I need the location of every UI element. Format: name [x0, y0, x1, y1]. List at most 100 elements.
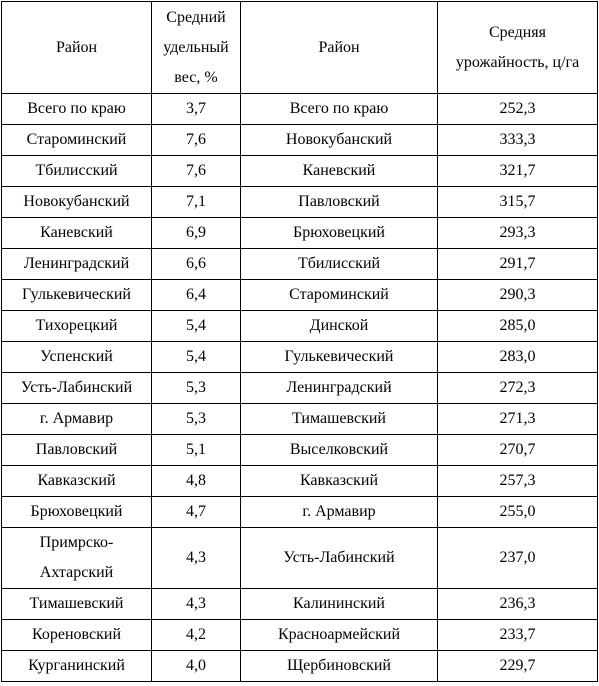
table-cell: 5,4: [151, 341, 241, 373]
cell-text: Примрско-Ахтарский: [39, 534, 114, 581]
cell-text: Новокубанский: [285, 131, 393, 148]
cell-text: 4,3: [186, 549, 206, 566]
cell-text: 229,7: [499, 657, 536, 674]
table-cell: Кавказский: [1, 465, 152, 497]
table-row: Кавказский 4,8 Кавказский 257,3: [1, 465, 598, 497]
cell-text: 255,0: [499, 503, 536, 520]
cell-text: 5,4: [186, 317, 206, 334]
cell-text: Кореновский: [32, 626, 121, 643]
table-cell: г. Армавир: [1, 403, 152, 435]
header-cell: Район: [1, 1, 152, 94]
cell-text: 4,0: [186, 657, 206, 674]
cell-text: Брюховецкий: [30, 503, 123, 520]
cell-text: 4,2: [186, 626, 206, 643]
cell-text: 5,3: [186, 410, 206, 427]
cell-text: 5,4: [186, 348, 206, 365]
cell-text: Тбилисский: [297, 255, 381, 272]
table-cell: 236,3: [437, 588, 598, 620]
table-cell: Тихорецкий: [1, 310, 152, 342]
cell-text: Тбилисский: [35, 162, 118, 179]
cell-text: 4,8: [186, 472, 206, 489]
table-row: Тимашевский 4,3 Калининский 236,3: [1, 588, 598, 620]
table-cell: Новокубанский: [1, 186, 152, 218]
cell-text: 5,3: [186, 379, 206, 396]
table-row: Кореновский 4,2 Красноармейский 233,7: [1, 619, 598, 651]
table-cell: 229,7: [437, 650, 598, 682]
table-cell: 272,3: [437, 372, 598, 404]
cell-text: Брюховецкий: [293, 224, 385, 241]
cell-text: 236,3: [499, 595, 536, 612]
table-cell: 5,3: [151, 403, 241, 435]
cell-text: Гулькевичеcкий: [22, 286, 131, 303]
table-cell: 4,7: [151, 496, 241, 528]
table-cell: Гулькевичеcкий: [240, 341, 438, 373]
table-cell: 7,6: [151, 155, 241, 187]
cell-text: Ленинградский: [286, 379, 392, 396]
cell-text: 4,3: [186, 595, 206, 612]
table-row: Усть-Лабинский 5,3 Ленинградский 272,3: [1, 372, 598, 404]
cell-text: Всего по краю: [27, 100, 126, 117]
table-cell: Новокубанский: [240, 124, 438, 156]
table-row: Ленинградский 6,6 Тбилисский 291,7: [1, 248, 598, 280]
table-cell: 7,6: [151, 124, 241, 156]
cell-text: 270,7: [499, 441, 536, 458]
table-cell: 7,1: [151, 186, 241, 218]
cell-text: Успенский: [40, 348, 113, 365]
cell-text: 7,1: [186, 193, 206, 210]
cell-text: 6,6: [186, 255, 206, 272]
cell-text: 291,7: [499, 255, 536, 272]
cell-text: Каневский: [40, 224, 113, 241]
cell-text: Каневский: [302, 162, 376, 179]
table-row: Староминский 7,6 Новокубанский 333,3: [1, 124, 598, 156]
table-row: Брюховецкий 4,7 г. Армавир 255,0: [1, 496, 598, 528]
cell-text: Кавказский: [37, 472, 116, 489]
cell-text: 321,7: [499, 162, 536, 179]
cell-text: 272,3: [499, 379, 536, 396]
table-row: Курганинский 4,0 Щербиновский 229,7: [1, 650, 598, 682]
cell-text: Гулькевичеcкий: [284, 348, 394, 365]
table-cell: Павловский: [1, 434, 152, 466]
table-cell: 290,3: [437, 279, 598, 311]
table-cell: Примрско-Ахтарский: [1, 527, 152, 589]
table-cell: 271,3: [437, 403, 598, 435]
cell-text: 333,3: [499, 131, 536, 148]
table-cell: 291,7: [437, 248, 598, 280]
cell-text: Староминский: [26, 131, 127, 148]
table-cell: Ленинградский: [1, 248, 152, 280]
cell-text: Калининский: [293, 595, 385, 612]
cell-text: 6,4: [186, 286, 206, 303]
cell-text: Усть-Лабинский: [20, 379, 133, 396]
table-row: Примрско-Ахтарский 4,3 Усть-Лабинский 237,0: [1, 527, 598, 589]
table-cell: 270,7: [437, 434, 598, 466]
table-cell: Тбилисский: [240, 248, 438, 280]
table-cell: 237,0: [437, 527, 598, 589]
table-cell: 333,3: [437, 124, 598, 156]
cell-text: Щербиновский: [287, 657, 391, 674]
cell-text: Кавказский: [299, 472, 379, 489]
table-cell: Щербиновский: [240, 650, 438, 682]
cell-text: Павловский: [35, 441, 118, 458]
cell-text: 4,7: [186, 503, 206, 520]
table-cell: г. Армавир: [240, 496, 438, 528]
table-row: Успенский 5,4 Гулькевичеcкий 283,0: [1, 341, 598, 373]
cell-text: Тимашевский: [292, 410, 386, 427]
cell-text: 237,0: [499, 549, 536, 566]
cell-text: 257,3: [499, 472, 536, 489]
cell-text: 5,1: [186, 441, 206, 458]
table-cell: Ленинградский: [240, 372, 438, 404]
table-cell: Курганинский: [1, 650, 152, 682]
cell-text: Тихорецкий: [35, 317, 118, 334]
table-cell: 4,3: [151, 588, 241, 620]
cell-text: Тимашевский: [29, 595, 124, 612]
table-row: Павловский 5,1 Выселковский 270,7: [1, 434, 598, 466]
header-row: Район Средний удельный вес, % Район Средняя…: [1, 1, 598, 94]
table-row: Всего по краю 3,7 Всего по краю 252,3: [1, 93, 598, 125]
cell-text: Курганинский: [28, 657, 125, 674]
table-cell: 233,7: [437, 619, 598, 651]
table-cell: 252,3: [437, 93, 598, 125]
cell-text: г. Армавир: [39, 410, 114, 427]
cell-text: Динской: [309, 317, 369, 334]
cell-text: 7,6: [186, 131, 206, 148]
table-cell: 283,0: [437, 341, 598, 373]
